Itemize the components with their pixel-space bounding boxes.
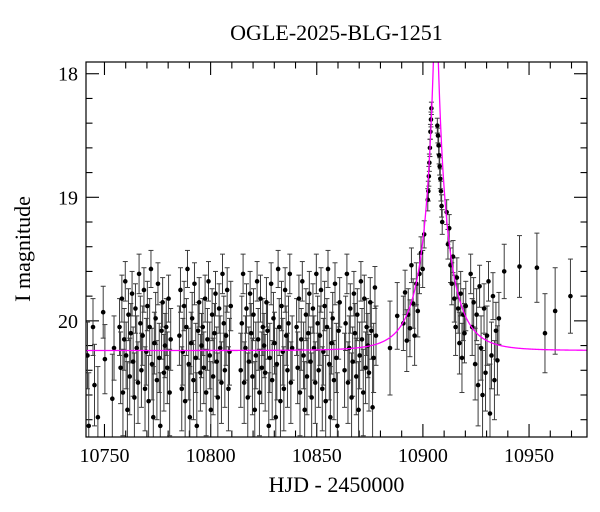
x-tick-label: 10750 xyxy=(79,445,129,467)
y-tick-label: 19 xyxy=(58,187,78,209)
y-tick-label: 18 xyxy=(58,64,78,86)
error-bars xyxy=(86,101,573,437)
y-axis-label: I magnitude xyxy=(9,196,35,302)
model-curve xyxy=(86,62,587,352)
plot-frame xyxy=(85,61,588,438)
x-tick-label: 10900 xyxy=(398,445,448,467)
photometry-data xyxy=(86,101,573,437)
chart-title: OGLE-2025-BLG-1251 xyxy=(230,20,443,45)
data-points xyxy=(86,106,573,429)
x-tick-label: 10950 xyxy=(504,445,554,467)
tick-labels: 10750 10800 10850 10900 10950 18 19 20 xyxy=(58,64,554,467)
x-tick-label: 10800 xyxy=(186,445,236,467)
y-tick-label: 20 xyxy=(58,311,78,333)
x-tick-label: 10850 xyxy=(292,445,342,467)
x-axis-label: HJD - 2450000 xyxy=(268,472,405,497)
